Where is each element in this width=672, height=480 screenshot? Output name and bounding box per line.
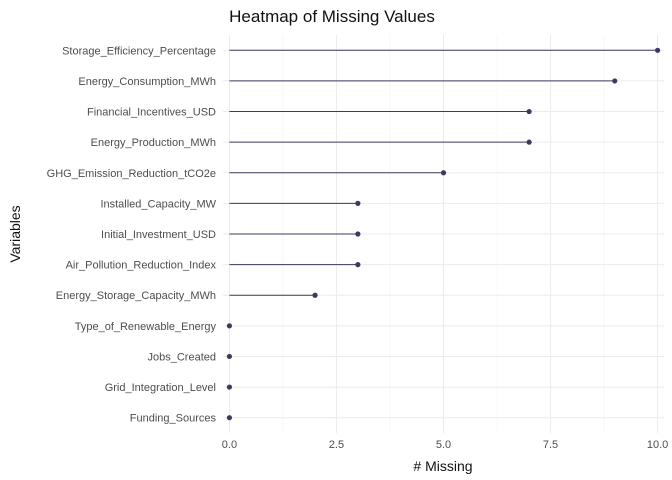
marks (226, 47, 661, 421)
lollipop-point (312, 292, 318, 298)
x-tick-labels: 0.0 2.5 5.0 7.5 10.0 (222, 439, 669, 451)
y-tick-label: Financial_Incentives_USD (87, 107, 216, 119)
x-tick-label: 7.5 (543, 439, 558, 451)
lollipop-point (526, 139, 532, 145)
lollipop-point (226, 323, 233, 329)
lollipop-point (226, 353, 233, 360)
y-tick-label: Energy_Production_MWh (91, 137, 216, 149)
y-tick-label: GHG_Emission_Reduction_tCO2e (47, 168, 216, 180)
lollipop-point (355, 200, 361, 206)
chart-title: Heatmap of Missing Values (229, 7, 435, 26)
y-tick-label: Jobs_Created (148, 351, 217, 363)
lollipop-point (226, 415, 233, 421)
y-tick-label: Funding_Sources (130, 413, 217, 425)
x-tick-label: 10.0 (647, 439, 668, 451)
y-tick-label: Air_Pollution_Reduction_Index (66, 260, 217, 272)
lollipop-point (612, 78, 618, 84)
x-tick-label: 2.5 (329, 439, 344, 451)
y-tick-labels: Storage_Efficiency_Percentage Energy_Cons… (47, 45, 217, 424)
lollipop-point (355, 231, 361, 237)
lollipop-point (526, 108, 532, 115)
y-tick-label: Energy_Storage_Capacity_MWh (56, 290, 216, 302)
x-tick-label: 5.0 (436, 439, 451, 451)
y-tick-label: Installed_Capacity_MW (100, 198, 216, 210)
y-tick-label: Energy_Consumption_MWh (78, 76, 216, 88)
y-tick-label: Type_of_Renewable_Energy (75, 321, 217, 333)
lollipop-point (654, 47, 661, 53)
y-tick-label: Grid_Integration_Level (105, 382, 216, 394)
lollipop-point (355, 262, 361, 268)
lollipop-point (226, 384, 233, 390)
x-tick-label: 0.0 (222, 439, 237, 451)
lollipop-point (440, 170, 447, 176)
y-tick-label: Storage_Efficiency_Percentage (62, 45, 216, 57)
x-axis-title: # Missing (413, 458, 472, 474)
y-axis-title: Variables (7, 205, 23, 262)
y-tick-label: Initial_Investment_USD (101, 229, 216, 241)
